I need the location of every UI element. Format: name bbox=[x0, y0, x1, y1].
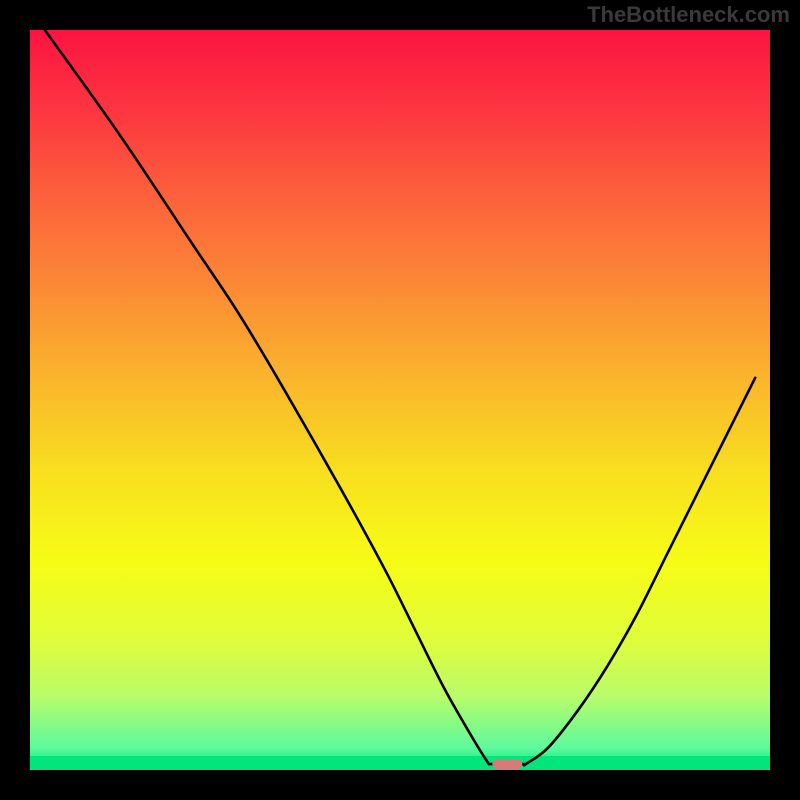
chart-svg bbox=[0, 0, 800, 800]
bottom-green-band bbox=[30, 756, 770, 770]
bottleneck-chart: TheBottleneck.com bbox=[0, 0, 800, 800]
optimal-point-marker bbox=[492, 759, 522, 769]
chart-gradient-background bbox=[30, 30, 770, 770]
watermark-text: TheBottleneck.com bbox=[587, 2, 790, 28]
